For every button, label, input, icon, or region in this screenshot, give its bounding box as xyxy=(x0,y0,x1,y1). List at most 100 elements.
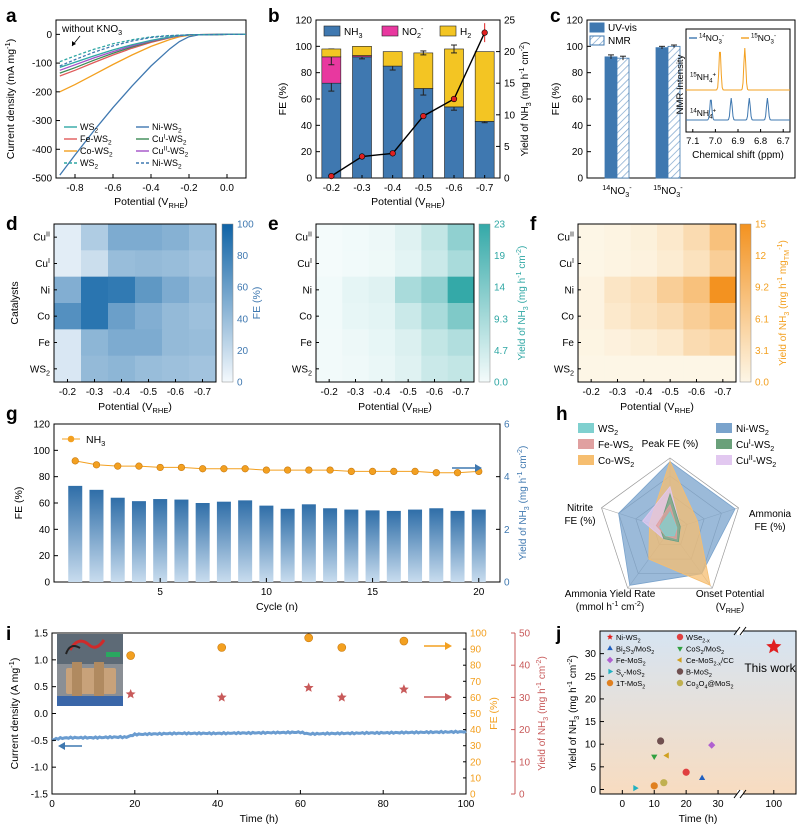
colorbar xyxy=(478,223,491,383)
plot-frame xyxy=(53,223,217,383)
y2-tick-label: 60 xyxy=(470,693,482,704)
y-tick-label: CuI xyxy=(297,256,312,270)
legend-marker xyxy=(607,633,613,640)
x-tick-label: 15NO3- xyxy=(653,183,683,199)
colorbar-tick-label: 0.0 xyxy=(494,378,508,389)
panel-label-i: i xyxy=(6,624,11,645)
inset-legend-label: 14NO3- xyxy=(699,33,724,46)
fe-point xyxy=(390,467,398,476)
x-tick-label: 5 xyxy=(157,587,163,598)
heatmap-cell xyxy=(630,355,658,383)
y2-tick-label: 2 xyxy=(504,525,510,536)
yield-point xyxy=(450,95,458,103)
panel-c-isotope-chart: 0 20 40 60 80 100 120 FE (%) 14NO3- 15NO3- UV-vis N… xyxy=(550,16,796,199)
panel-label-b: b xyxy=(268,6,280,27)
y-tick-label: 20 xyxy=(39,551,51,562)
colorbar-tick-label: 12 xyxy=(755,251,767,262)
legend-label: Co3O4@MoS2 xyxy=(686,679,733,690)
heatmap-cell xyxy=(81,250,109,278)
heatmap-cell xyxy=(135,329,163,357)
heatmap-cell xyxy=(342,329,370,357)
x-tick-label: -0.4 xyxy=(635,387,653,398)
fe-point xyxy=(411,467,419,476)
x-axis-label: Potential (VRHE) xyxy=(114,196,188,210)
legend-label: Bi2S3/MoS2 xyxy=(616,645,654,656)
x-tick-label: -0.6 xyxy=(167,387,185,398)
y-tick-label: 40 xyxy=(572,121,584,132)
heatmap-cell xyxy=(108,250,136,278)
colorbar-tick-label: 19 xyxy=(494,251,506,262)
heatmap-cell xyxy=(709,276,737,304)
fe-point xyxy=(156,463,164,472)
yield-point xyxy=(481,29,488,36)
y-axis-label: Current density (A mg-1) xyxy=(7,658,21,770)
y2-tick-label: 80 xyxy=(470,661,482,672)
legend-marker xyxy=(608,668,614,675)
colorbar-tick-label: 100 xyxy=(237,220,254,231)
legend-marker xyxy=(606,656,614,664)
yield-point xyxy=(358,153,366,160)
yield-bar xyxy=(110,497,125,582)
x-tick-label: -0.7 xyxy=(452,387,470,398)
heatmap-cell xyxy=(316,276,343,304)
heatmap-cell xyxy=(395,276,422,304)
fe-point xyxy=(135,462,143,470)
y-tick-label: Ni xyxy=(303,285,312,296)
x-axis-label: Time (h) xyxy=(679,813,718,825)
heatmap-cell xyxy=(421,224,449,251)
y-tick-label: WS2 xyxy=(292,364,312,377)
y-tick-label: 5 xyxy=(590,762,596,773)
radar-axis-label: Nitrite xyxy=(567,503,594,514)
y2-tick-label: 25 xyxy=(504,16,516,27)
heatmap-cell xyxy=(189,329,217,357)
heatmap-cell xyxy=(709,224,737,251)
cell-photo xyxy=(57,634,123,706)
heatmap-cell xyxy=(630,250,658,278)
yield-bar xyxy=(174,499,189,582)
y-tick-label: 0.5 xyxy=(34,682,48,693)
heatmap-cell xyxy=(189,250,217,278)
y-tick-label: -300 xyxy=(32,116,52,127)
colorbar-tick-label: 9.3 xyxy=(494,314,508,325)
heatmap-cell xyxy=(162,329,190,357)
plot-frame xyxy=(315,223,475,383)
inset-x-tick-label: 7.0 xyxy=(709,136,722,147)
legend-label: CuI-WS2 xyxy=(152,133,187,146)
heatmap-cell xyxy=(108,276,136,304)
plot-background xyxy=(600,631,796,794)
this-work-label: This work xyxy=(744,661,796,675)
y-tick-label: 10 xyxy=(585,740,597,751)
colorbar-label: FE (%) xyxy=(251,287,263,320)
colorbar-tick-label: 80 xyxy=(237,251,249,262)
heatmap-cell xyxy=(108,224,136,251)
y-tick-label: CuI xyxy=(559,256,574,270)
legend-swatch xyxy=(589,35,605,46)
y-tick-label: 0.0 xyxy=(34,709,48,720)
legend-label: Ni-WS2 xyxy=(616,633,641,644)
fe-point xyxy=(399,636,409,646)
panel-a-lsv-chart: -0.8 -0.6 -0.4 -0.2 0.0 0 -100 -200 -300 -400 -500… xyxy=(3,19,247,210)
colorbar-label: Yield of NH3 (mg h-1 cm-2) xyxy=(514,246,530,361)
heatmap-cell xyxy=(421,276,449,304)
x-tick-label: -0.6 xyxy=(426,387,444,398)
yield-line xyxy=(330,32,486,177)
heatmap-cell xyxy=(135,224,163,251)
y2-tick-label: 15 xyxy=(504,79,516,90)
y2-tick-label: 0 xyxy=(504,174,510,185)
fe-point xyxy=(368,467,377,476)
data-point xyxy=(663,752,669,759)
y3-tick-label: 0 xyxy=(519,790,525,801)
arrowhead xyxy=(445,693,452,701)
heatmap-cell xyxy=(395,355,422,383)
fe-point xyxy=(199,465,207,473)
y-axis-label: Current density (mA mg-1) xyxy=(3,39,17,160)
y3-tick-label: 40 xyxy=(519,661,531,672)
x-tick-label: -0.2 xyxy=(323,183,341,194)
x-tick-label: -0.8 xyxy=(66,183,84,194)
heatmap-cell xyxy=(630,303,658,330)
bar-NH3 xyxy=(382,65,403,179)
heatmap-cell xyxy=(447,355,475,383)
y2-tick-label: 40 xyxy=(470,725,482,736)
panel-f-mass-yield-heatmap: -0.2 -0.3 -0.4 -0.5 -0.6 -0.7 CuII CuI Ni Co Fe WS2… xyxy=(554,220,791,416)
legend-marker xyxy=(676,633,684,641)
